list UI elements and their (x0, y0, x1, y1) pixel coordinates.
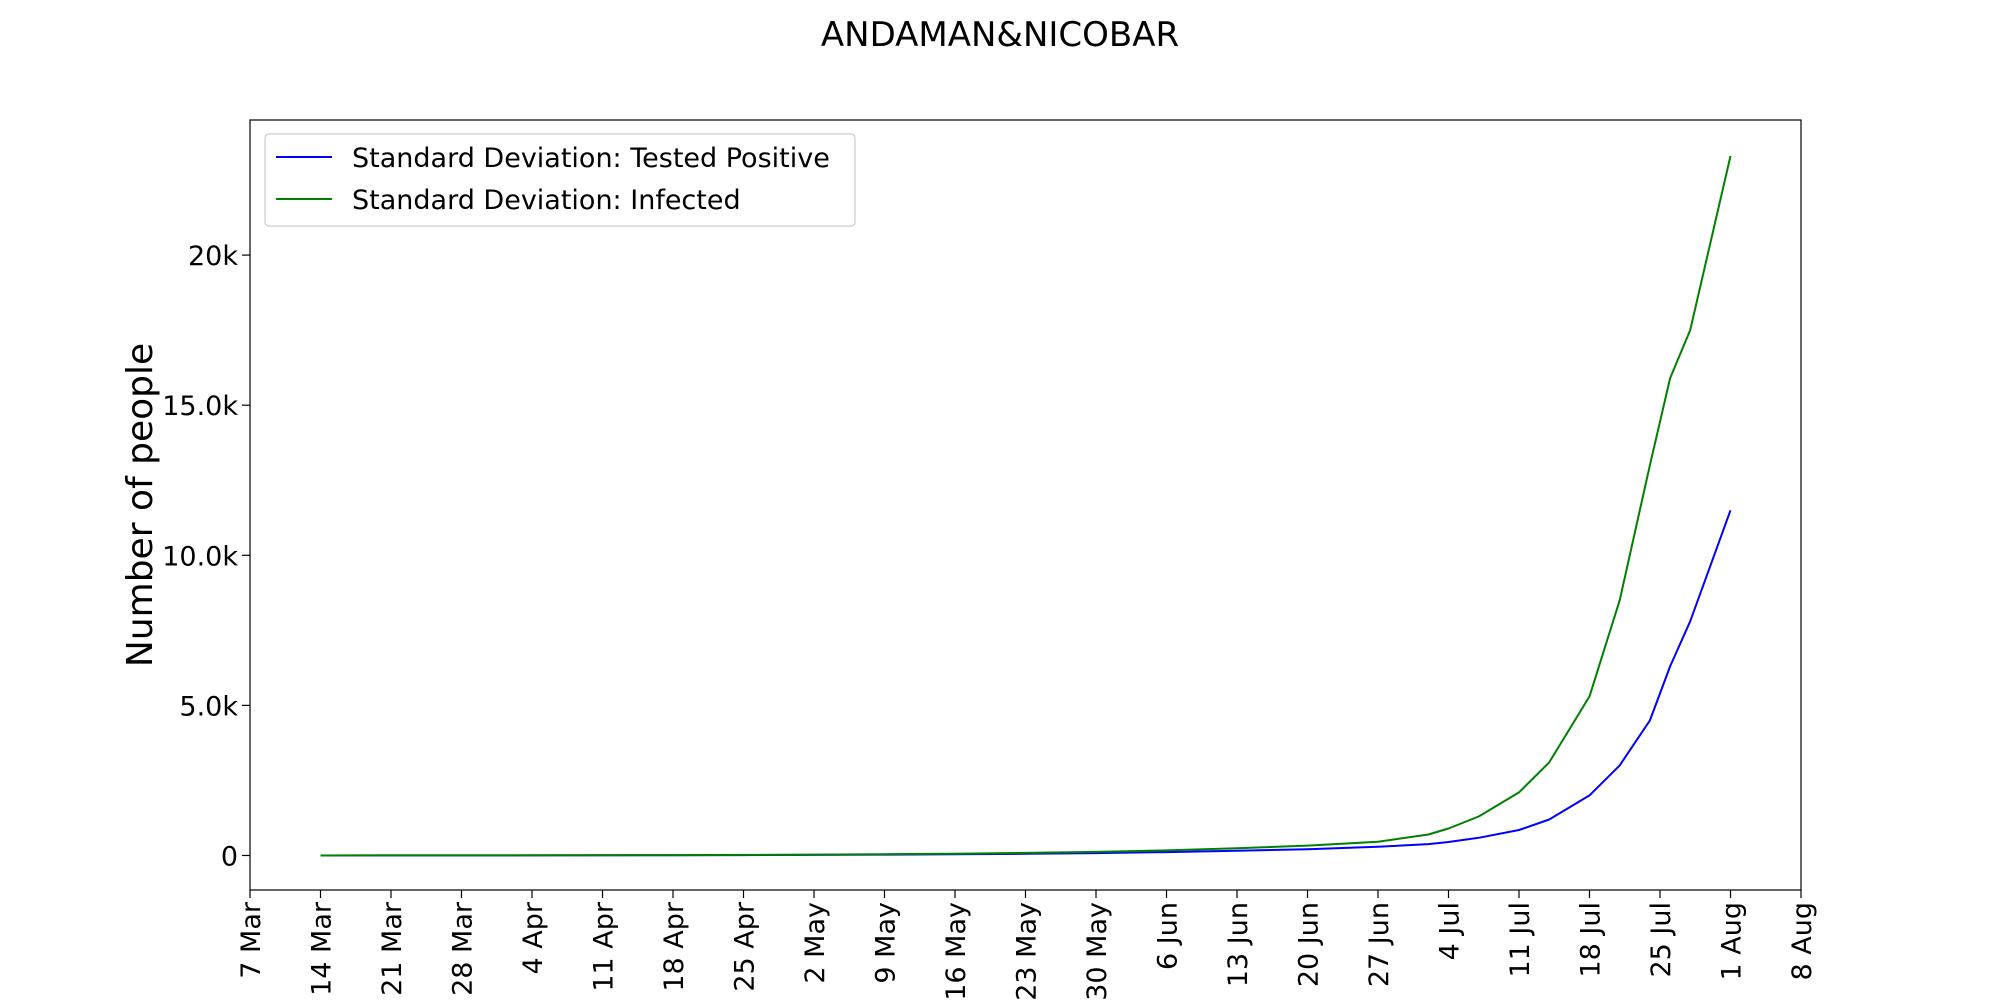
y-tick-label: 20k (188, 241, 238, 272)
legend-label-tested-positive: Standard Deviation: Tested Positive (352, 143, 830, 174)
y-tick-label: 5.0k (179, 691, 238, 722)
plot-lines (320, 155, 1732, 857)
x-tick-label: 1 Aug (1717, 902, 1748, 980)
x-tick-label: 18 Apr (659, 901, 690, 992)
legend-label-infected: Standard Deviation: Infected (352, 185, 741, 216)
y-axis: 0 5.0k 10.0k 15.0k 20k (162, 241, 250, 872)
x-tick-label: 16 May (941, 902, 972, 1000)
x-tick-label: 14 Mar (307, 901, 338, 996)
x-axis: 7 Mar 14 Mar 21 Mar 28 Mar 4 Apr 11 Apr 18 Apr… (236, 890, 1818, 1000)
plot-frame (249, 119, 1802, 891)
x-tick-label: 13 Jun (1223, 902, 1254, 987)
x-tick-label: 4 Jul (1435, 902, 1466, 960)
x-tick-label: 11 Apr (589, 901, 620, 992)
x-tick-label: 11 Jul (1505, 902, 1536, 978)
x-tick-label: 7 Mar (236, 901, 267, 979)
x-tick-label: 9 May (871, 902, 902, 984)
series-line-standard-deviation-infected (320, 155, 1732, 857)
x-tick-label: 20 Jun (1294, 902, 1325, 987)
x-tick-label: 2 May (800, 902, 831, 984)
x-tick-label: 25 Jul (1646, 902, 1677, 978)
legend-box (264, 133, 856, 227)
series-line-standard-deviation-tested-positive (320, 509, 1732, 857)
chart-title: ANDAMAN&NICOBAR (821, 15, 1179, 55)
x-tick-label: 27 Jun (1364, 902, 1395, 987)
x-tick-label: 28 Mar (448, 901, 479, 996)
x-tick-label: 6 Jun (1153, 902, 1184, 970)
y-tick-label: 15.0k (162, 391, 238, 422)
x-tick-label: 25 Apr (730, 901, 761, 992)
x-tick-label: 30 May (1082, 902, 1113, 1000)
legend: Standard Deviation: Tested Positive Stan… (264, 133, 856, 227)
y-tick-label: 0 (221, 841, 238, 872)
x-tick-label: 8 Aug (1787, 902, 1818, 980)
x-tick-label: 21 Mar (377, 901, 408, 996)
y-axis-label: Number of people (120, 343, 161, 667)
x-tick-label: 18 Jul (1576, 902, 1607, 978)
y-tick-label: 10.0k (162, 541, 238, 572)
x-tick-label: 4 Apr (518, 901, 549, 974)
x-tick-label: 23 May (1012, 902, 1043, 1000)
